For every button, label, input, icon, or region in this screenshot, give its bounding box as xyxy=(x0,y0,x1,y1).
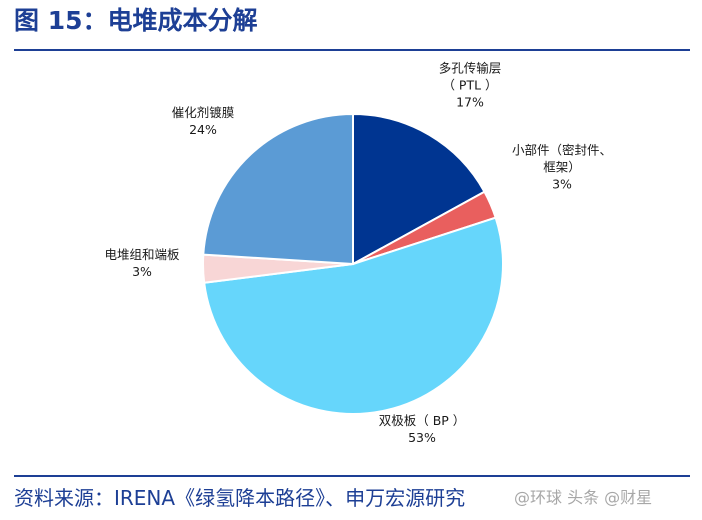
pie-slice-1 xyxy=(352,112,486,266)
pie-chart: 多孔传输层 （ PTL ） 17% 小部件（密封件、框架） 3% 双极板（ BP ） 53%… xyxy=(104,61,612,446)
pie-label-slice-4: 电堆组和端板 3% xyxy=(104,247,180,279)
pie-category-label: 小部件（密封件、 xyxy=(512,143,612,158)
pie-slice-3 xyxy=(203,216,504,415)
pie-category-label: 催化剂镀膜 xyxy=(172,105,235,120)
pie-label-slice-2: 小部件（密封件、框架） 3% xyxy=(512,143,612,192)
source-note: 资料来源：IRENA《绿氢降本路径》、申万宏源研究 xyxy=(14,486,466,510)
pie-value-label: 17% xyxy=(456,95,484,110)
pie-label-slice-3: 双极板（ BP ） 53% xyxy=(379,413,466,445)
figure-title: 图 15：电堆成本分解 xyxy=(14,6,258,35)
pie-category-label: 多孔传输层 xyxy=(439,61,502,76)
pie-category-label: （ PTL ） xyxy=(442,78,497,93)
pie-value-label: 3% xyxy=(132,264,152,279)
pie-value-label: 24% xyxy=(189,122,217,137)
pie-category-label: 框架） xyxy=(543,160,581,175)
pie-label-slice-5: 催化剂镀膜 24% xyxy=(172,105,235,137)
pie-labels: 多孔传输层 （ PTL ） 17% 小部件（密封件、框架） 3% 双极板（ BP ） 53%… xyxy=(104,61,612,446)
watermark-logo: @环球 头条 @财星 xyxy=(514,488,653,507)
pie-slice-5 xyxy=(202,112,354,266)
pie-label-slice-1: 多孔传输层 （ PTL ） 17% xyxy=(439,61,502,110)
pie-value-label: 3% xyxy=(552,177,572,192)
source-rule xyxy=(14,475,690,477)
pie-category-label: 双极板（ BP ） xyxy=(379,413,466,428)
title-rule xyxy=(14,49,690,51)
pie-category-label: 电堆组和端板 xyxy=(104,247,180,262)
pie-slices xyxy=(202,112,504,415)
pie-value-label: 53% xyxy=(408,430,436,445)
